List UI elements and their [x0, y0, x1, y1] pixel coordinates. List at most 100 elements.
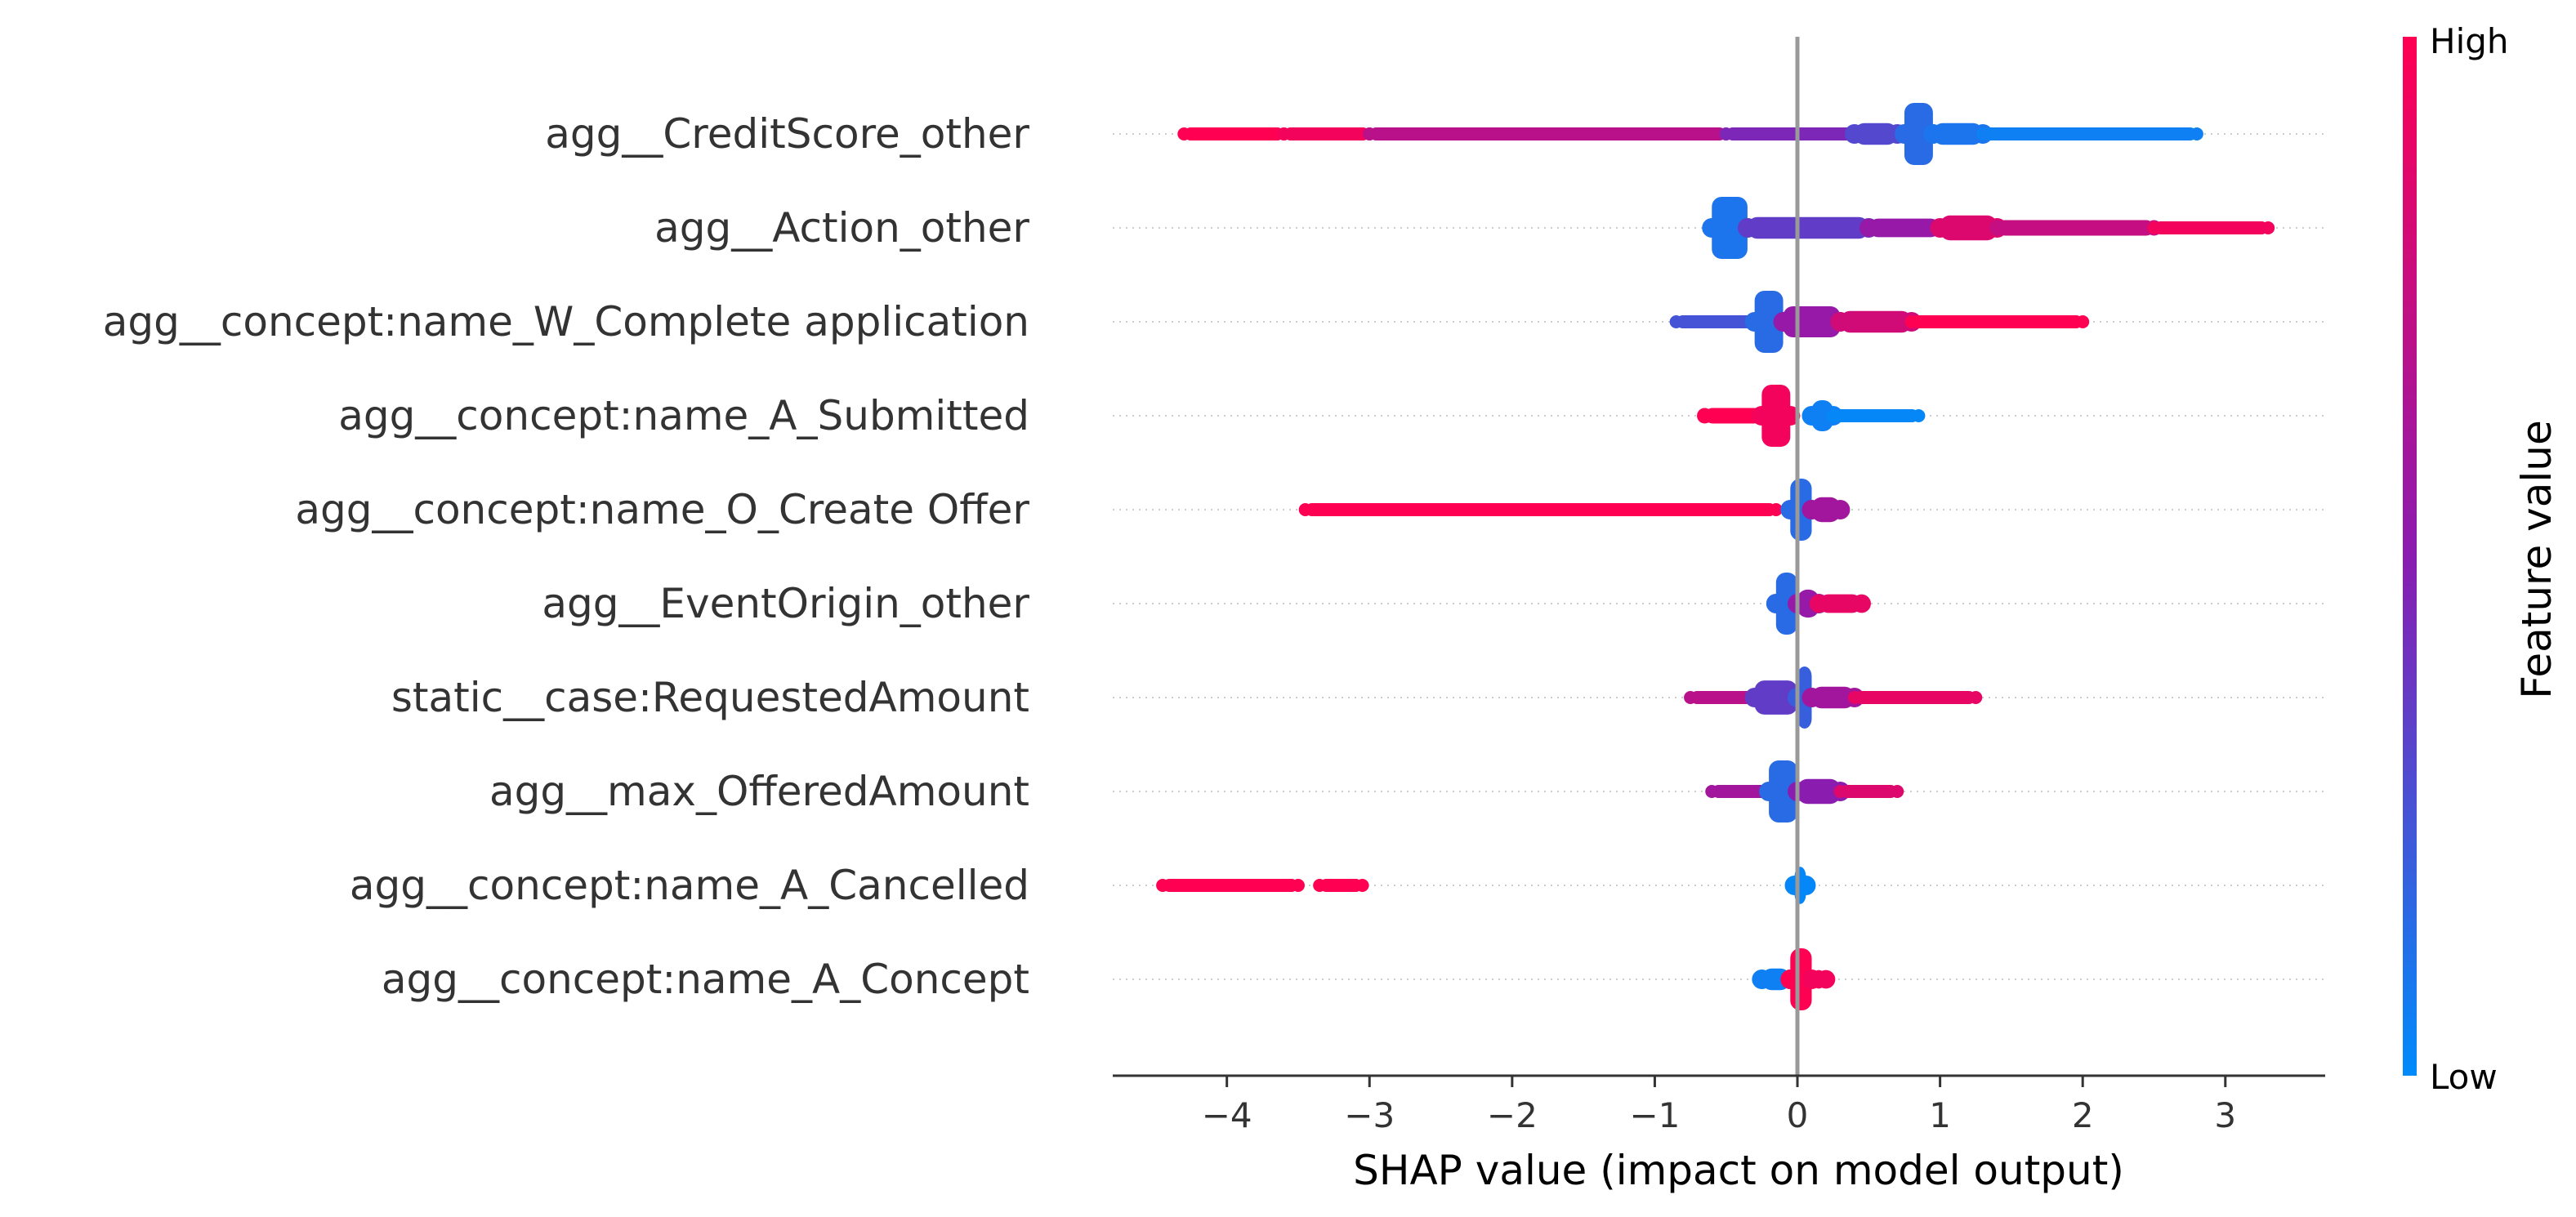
point-cluster [1284, 127, 1370, 140]
point [1705, 785, 1719, 798]
feature-label: agg__Action_other [654, 204, 1029, 252]
point-cluster [1163, 879, 1298, 892]
point-cluster [1932, 123, 1983, 145]
point-cluster [1369, 127, 1726, 140]
point [1904, 315, 1918, 328]
x-tick-label: −3 [1344, 1095, 1395, 1135]
point-cluster [1819, 594, 1862, 613]
point-cluster [1676, 315, 1755, 328]
point-cluster [1184, 127, 1284, 140]
point [2261, 221, 2275, 234]
point [1989, 220, 2005, 236]
point [1737, 218, 1757, 238]
feature-row-points [1697, 385, 1926, 447]
feature-label: agg__concept:name_A_Cancelled [350, 862, 1029, 909]
point [1852, 594, 1871, 613]
point [1363, 127, 1377, 140]
x-axis-title: SHAP value (impact on model output) [1353, 1147, 2124, 1194]
point [1802, 970, 1821, 989]
x-tick-label: −4 [1202, 1095, 1252, 1135]
point-cluster [1690, 691, 1755, 704]
point-cluster [1904, 103, 1933, 165]
feature-label: agg__max_OfferedAmount [489, 768, 1029, 815]
point [1844, 124, 1864, 144]
x-tick-label: 3 [2214, 1095, 2236, 1135]
point [1744, 312, 1765, 332]
point-cluster [1305, 503, 1776, 516]
point [1891, 785, 1904, 798]
point-cluster [1854, 691, 1976, 704]
point [1702, 218, 1722, 238]
point [1816, 970, 1836, 989]
point [1291, 879, 1305, 892]
feature-row-points [1702, 197, 2275, 259]
point-cluster [1726, 127, 1855, 140]
feature-label: agg__EventOrigin_other [542, 580, 1029, 627]
point [1744, 688, 1765, 707]
colorbar-title: Feature value [2513, 420, 2560, 698]
point [1759, 782, 1779, 801]
x-tick-label: −1 [1629, 1095, 1680, 1135]
point-cluster [1761, 385, 1791, 447]
feature-row-points [1177, 103, 2203, 165]
point [1156, 879, 1170, 892]
colorbar-high-label: High [2430, 21, 2509, 61]
point-cluster [1811, 686, 1855, 709]
colorbar-gradient [2403, 37, 2417, 1076]
x-tick-label: 1 [1929, 1095, 1951, 1135]
point-cluster [1940, 215, 1998, 241]
point-cluster [1997, 220, 2154, 236]
point [1894, 124, 1914, 144]
point [1912, 409, 1926, 422]
feature-label: agg__concept:name_W_Complete application [103, 298, 1029, 345]
point [1669, 315, 1683, 328]
colorbar: High Low Feature value [2403, 21, 2560, 1097]
point-cluster [1712, 197, 1748, 259]
feature-label: agg__concept:name_A_Submitted [338, 392, 1029, 439]
point [1766, 594, 1786, 613]
feature-row-points [1705, 760, 1904, 822]
feature-row-points [1684, 666, 1983, 729]
point [1847, 691, 1861, 704]
point-cluster [2154, 221, 2269, 234]
point [1796, 876, 1816, 895]
point-cluster [1833, 409, 1919, 422]
point-cluster [1840, 310, 1912, 333]
point [2190, 127, 2203, 140]
point [1769, 503, 1783, 516]
point [1697, 408, 1713, 424]
point-cluster [1854, 123, 1898, 145]
point [1355, 879, 1369, 892]
feature-row-points [1298, 479, 1851, 541]
point [1801, 500, 1822, 519]
point [2147, 221, 2161, 234]
point [1922, 124, 1943, 144]
colorbar-low-label: Low [2430, 1057, 2498, 1097]
point [1780, 406, 1801, 426]
point [1809, 594, 1828, 613]
point [1780, 500, 1801, 519]
point-cluster [1704, 408, 1762, 424]
point [2076, 315, 2090, 328]
point [1752, 406, 1772, 426]
point-cluster [1868, 218, 1940, 238]
x-axis: −4 −3 −2 −1 0 1 2 3 [1113, 1074, 2325, 1135]
point [1830, 312, 1851, 332]
point-cluster [1319, 879, 1363, 892]
point-cluster [1840, 785, 1898, 798]
feature-labels: agg__CreditScore_other agg__Action_othera… [103, 110, 1030, 1003]
feature-row-points [1752, 948, 1836, 1010]
point [1801, 688, 1822, 707]
point [1684, 691, 1698, 704]
feature-label: agg__concept:name_O_Create Offer [295, 486, 1029, 533]
point-cluster [1712, 785, 1770, 798]
point [1313, 879, 1327, 892]
point [1859, 218, 1878, 238]
feature-label: agg__CreditScore_other [545, 110, 1029, 158]
point [1830, 500, 1851, 519]
point-cluster [1797, 778, 1841, 805]
beeswarm-points [1156, 103, 2275, 1010]
point-cluster [1754, 291, 1784, 353]
point-cluster [1982, 127, 2197, 140]
x-tick-label: 2 [2072, 1095, 2094, 1135]
